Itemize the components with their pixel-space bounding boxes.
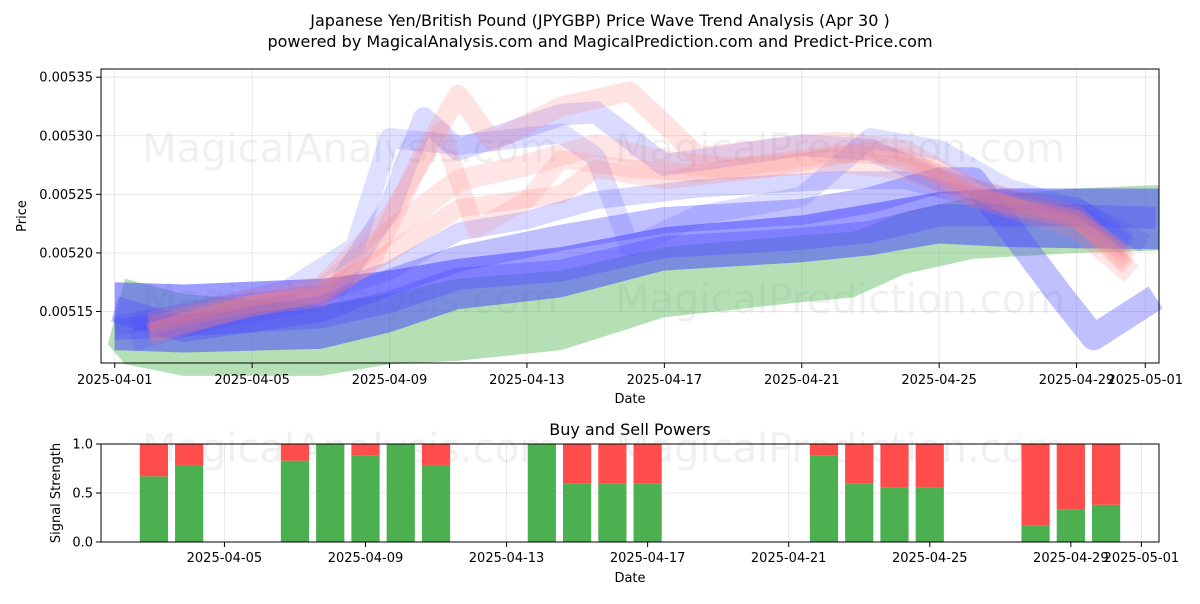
price-y-axis-label: Price	[15, 200, 30, 232]
buy-power-bar	[1091, 504, 1121, 542]
signal-x-tick-label: 2025-04-21	[751, 551, 827, 566]
signal-x-tick-label: 2025-04-29	[1033, 551, 1109, 566]
price-x-tick-label: 2025-04-01	[77, 373, 153, 388]
buy-power-bar	[139, 476, 169, 542]
price-wave-line	[114, 204, 1156, 340]
signal-y-tick-label: 1.0	[72, 438, 93, 453]
signal-x-tick-label: 2025-04-25	[892, 551, 968, 566]
sell-power-bar	[1021, 444, 1050, 526]
watermark-top-left: MagicalAnalysis.com	[142, 126, 558, 172]
sell-power-bar	[175, 444, 204, 466]
sell-power-bar	[562, 444, 592, 484]
price-x-tick-label: 2025-04-13	[489, 373, 565, 388]
price-x-tick-label: 2025-04-09	[352, 373, 428, 388]
sell-power-bar	[280, 444, 310, 461]
price-x-tick-label: 2025-04-05	[214, 373, 290, 388]
price-wave-line	[128, 101, 1134, 352]
watermark-top-right: MagicalPrediction.com	[615, 126, 1065, 172]
buy-power-bar	[175, 465, 204, 542]
watermark-bottom-left: MagicalAnalysis.com	[142, 426, 558, 472]
price-wave-line	[147, 140, 1134, 335]
sell-power-bar	[598, 444, 627, 484]
price-wave-line	[130, 171, 1134, 333]
signal-y-tick-label: 0.5	[72, 487, 93, 502]
signal-x-axis: 2025-04-05 2025-04-09 2025-04-13 2025-04-17…	[187, 542, 1179, 566]
sell-power-bar	[421, 444, 451, 466]
price-x-tick-label: 2025-04-17	[627, 373, 703, 388]
price-band	[114, 188, 1160, 353]
chart-subtitle: powered by MagicalAnalysis.com and Magic…	[267, 32, 932, 51]
sell-power-bar	[809, 444, 839, 456]
signal-plot-area	[101, 444, 1159, 542]
signal-y-tick-label: 0.0	[72, 536, 93, 551]
buy-power-bar	[1056, 509, 1085, 542]
signal-x-axis-label: Date	[614, 571, 645, 586]
price-y-tick-label: 0.00530	[39, 129, 93, 144]
price-x-tick-label: 2025-05-01	[1107, 373, 1183, 388]
signal-x-tick-label: 2025-04-05	[187, 551, 263, 566]
buy-power-bar	[316, 444, 345, 542]
buy-power-bar	[421, 465, 451, 542]
signal-chart-title: Buy and Sell Powers	[549, 420, 711, 439]
price-plot-frame	[100, 68, 1160, 364]
chart-title: Japanese Yen/British Pound (JPYGBP) Pric…	[309, 11, 890, 30]
signal-y-axis-label: Signal Strength	[49, 443, 64, 543]
buy-power-bar	[562, 483, 592, 542]
price-y-tick-label: 0.00515	[39, 305, 93, 320]
buy-power-bar	[280, 460, 310, 542]
buy-power-bar	[527, 444, 556, 542]
price-x-tick-label: 2025-04-21	[764, 373, 840, 388]
sell-power-bar	[845, 444, 874, 484]
price-wave-line	[145, 134, 1139, 346]
sell-power-bar	[1056, 444, 1085, 510]
sell-power-bar	[880, 444, 909, 488]
buy-power-bar	[386, 444, 415, 542]
price-y-tick-label: 0.00525	[39, 188, 93, 203]
price-bands	[107, 185, 1160, 376]
buy-power-bar	[880, 487, 909, 542]
signal-x-tick-label: 2025-04-17	[610, 551, 686, 566]
buy-power-bar	[598, 483, 627, 542]
sell-power-bar	[915, 444, 944, 488]
sell-power-bar	[139, 444, 169, 477]
price-x-tick-label: 2025-04-25	[901, 373, 977, 388]
signal-x-tick-label: 2025-04-09	[328, 551, 404, 566]
watermark-mid-right: MagicalPrediction.com	[615, 277, 1065, 323]
signal-strength-chart: MagicalAnalysis.com MagicalPrediction.co…	[49, 426, 1179, 586]
price-waves	[111, 81, 1163, 352]
price-wave-line	[111, 167, 1163, 351]
sell-power-bar	[633, 444, 662, 484]
buy-power-bar	[1021, 525, 1050, 542]
signal-x-tick-label: 2025-04-13	[469, 551, 545, 566]
price-y-tick-label: 0.00520	[39, 246, 93, 261]
sell-power-bar	[351, 444, 380, 456]
price-x-axis: 2025-04-01 2025-04-05 2025-04-09 2025-04-13…	[77, 363, 1183, 388]
watermark-bottom-right: MagicalPrediction.com	[615, 426, 1065, 472]
price-wave-line	[147, 120, 1135, 330]
buy-power-bar	[633, 483, 662, 542]
price-wave-chart: MagicalAnalysis.com MagicalPrediction.co…	[15, 68, 1183, 407]
sell-power-bar	[1091, 444, 1121, 505]
signal-x-tick-label: 2025-05-01	[1104, 551, 1180, 566]
price-x-axis-label: Date	[614, 392, 645, 407]
signal-bars	[139, 444, 1121, 542]
price-y-tick-label: 0.00535	[39, 71, 93, 86]
buy-power-bar	[845, 483, 874, 542]
price-y-axis: 0.00515 0.00520 0.00525 0.00530 0.00535	[39, 71, 101, 320]
buy-power-bar	[809, 455, 839, 542]
price-wave-line	[113, 123, 1150, 336]
buy-power-bar	[351, 455, 380, 542]
price-x-tick-label: 2025-04-29	[1039, 373, 1115, 388]
buy-power-bar	[915, 487, 944, 542]
price-wave-line	[146, 81, 1135, 343]
signal-y-axis: 0.0 0.5 1.0	[72, 438, 101, 551]
